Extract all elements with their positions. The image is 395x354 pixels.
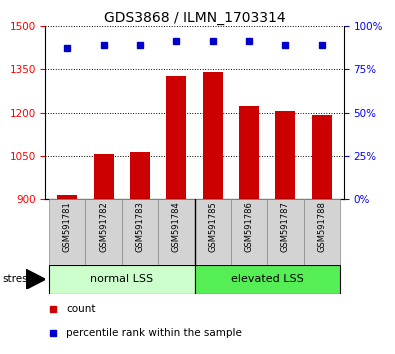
Bar [194, 265, 340, 294]
Text: GSM591785: GSM591785 [208, 201, 217, 252]
Title: GDS3868 / ILMN_1703314: GDS3868 / ILMN_1703314 [104, 11, 285, 25]
Text: GSM591784: GSM591784 [172, 201, 181, 252]
Bar [275, 110, 295, 199]
Text: elevated LSS: elevated LSS [231, 274, 304, 284]
Bar [239, 106, 259, 199]
Text: GSM591787: GSM591787 [281, 201, 290, 252]
Bar [94, 154, 114, 199]
Bar [203, 72, 223, 199]
Text: GSM591781: GSM591781 [63, 201, 72, 252]
Text: GSM591786: GSM591786 [245, 201, 254, 252]
Text: GSM591788: GSM591788 [317, 201, 326, 252]
Bar [85, 199, 122, 265]
Text: stress: stress [2, 274, 33, 284]
Bar [158, 199, 195, 265]
Text: count: count [66, 304, 96, 314]
Bar [130, 152, 150, 199]
Text: normal LSS: normal LSS [90, 274, 153, 284]
Text: GSM591782: GSM591782 [99, 201, 108, 252]
Bar [304, 199, 340, 265]
Bar [267, 199, 304, 265]
Bar [312, 115, 332, 199]
Text: percentile rank within the sample: percentile rank within the sample [66, 328, 242, 338]
Bar [166, 76, 186, 199]
Bar [231, 199, 267, 265]
Text: GSM591783: GSM591783 [135, 201, 145, 252]
Bar [49, 265, 194, 294]
Polygon shape [26, 269, 45, 290]
Bar [49, 199, 85, 265]
Bar [194, 199, 231, 265]
Bar [122, 199, 158, 265]
Bar [57, 195, 77, 199]
